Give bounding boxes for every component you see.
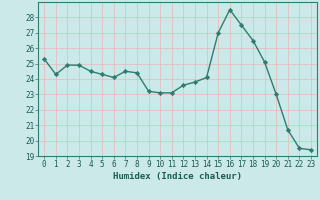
X-axis label: Humidex (Indice chaleur): Humidex (Indice chaleur): [113, 172, 242, 181]
